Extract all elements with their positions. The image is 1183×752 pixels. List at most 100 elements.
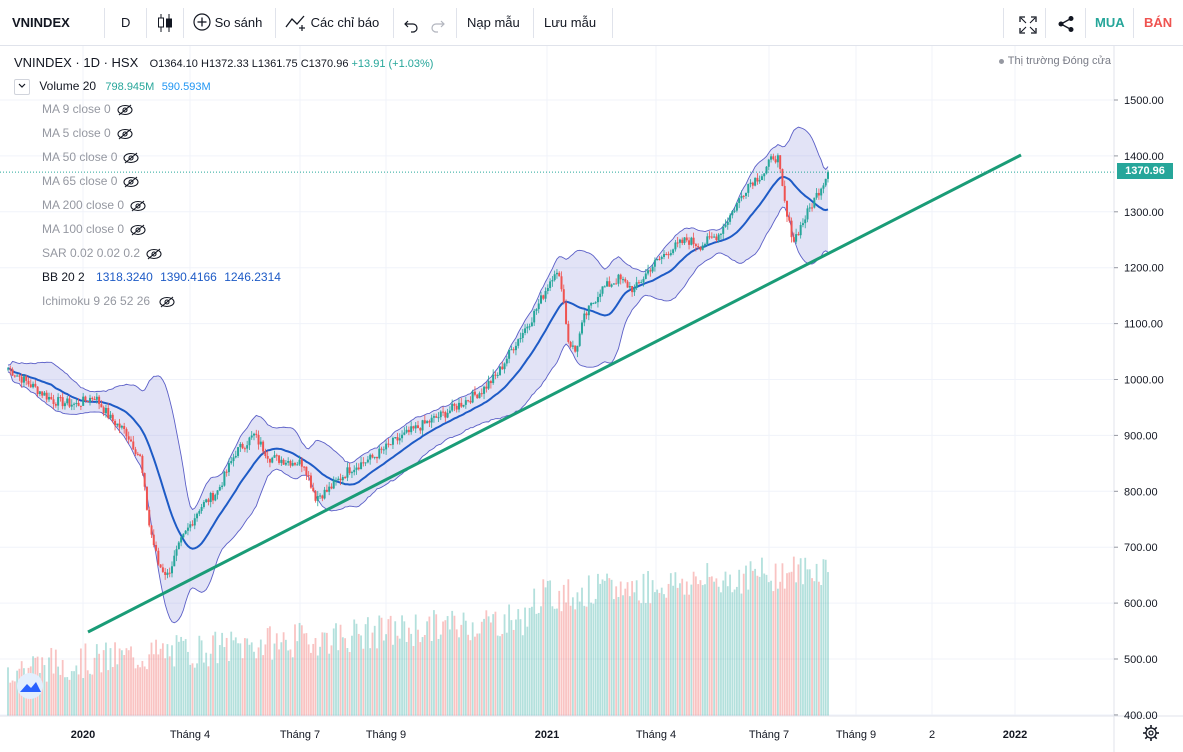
chart-type-button[interactable] — [155, 13, 175, 33]
volume-bar — [410, 633, 413, 716]
eye-crossed-icon[interactable] — [159, 296, 175, 308]
volume-bar — [558, 590, 561, 716]
volume-bar — [111, 667, 114, 716]
candle — [494, 374, 497, 376]
eye-crossed-icon[interactable] — [146, 248, 162, 260]
tradingview-logo-icon — [17, 673, 43, 699]
fullscreen-button[interactable] — [1019, 15, 1037, 34]
volume-bar — [517, 609, 520, 716]
trendline[interactable] — [87, 153, 1022, 634]
candle — [200, 507, 203, 511]
candle — [824, 178, 827, 186]
volume-bar — [802, 584, 804, 716]
indicator-legend[interactable]: SAR 0.02 0.02 0.2 — [42, 244, 162, 262]
compare-button[interactable]: So sánh — [193, 8, 262, 38]
eye-crossed-icon[interactable] — [117, 128, 133, 140]
redo-button[interactable] — [430, 15, 446, 33]
volume-bar — [262, 655, 265, 716]
volume-ma-value: 590.593M — [161, 81, 211, 93]
volume-bar — [701, 585, 704, 716]
candle — [234, 455, 237, 458]
buy-button[interactable]: MUA — [1095, 15, 1125, 30]
close-value: 1370.96 — [308, 58, 349, 70]
volume-bar — [455, 629, 458, 716]
volume-bar — [373, 625, 376, 716]
candle — [38, 391, 41, 395]
volume-bar — [61, 660, 64, 716]
interval-button[interactable]: D — [121, 15, 131, 30]
indicator-legend[interactable]: MA 200 close 0 — [42, 196, 146, 214]
eye-crossed-icon[interactable] — [117, 104, 133, 116]
volume-bar — [824, 559, 827, 716]
indicators-button[interactable]: Các chỉ báo — [285, 8, 379, 38]
indicator-legend[interactable]: MA 100 close 0 — [42, 220, 146, 238]
candle — [608, 281, 611, 287]
volume-bar — [184, 639, 187, 716]
ichimoku-legend[interactable]: Ichimoku 9 26 52 26 — [42, 292, 175, 310]
sell-button[interactable]: BÁN — [1144, 15, 1173, 30]
eye-crossed-icon[interactable] — [130, 224, 146, 236]
volume-bar — [48, 657, 50, 716]
candle — [685, 237, 688, 241]
candle — [487, 381, 490, 389]
volume-bar — [79, 648, 82, 716]
candle — [209, 492, 212, 503]
candle — [11, 369, 14, 376]
share-button[interactable] — [1057, 14, 1075, 32]
indicator-legend[interactable]: MA 5 close 0 — [42, 124, 133, 142]
support-trendline — [87, 153, 1022, 634]
candle — [193, 518, 196, 526]
volume-bar — [307, 644, 310, 716]
eye-crossed-icon[interactable] — [130, 200, 146, 212]
candle — [107, 407, 110, 419]
undo-button[interactable] — [403, 15, 419, 33]
volume-bar — [143, 666, 146, 716]
symbol-search[interactable]: VNINDEX — [12, 15, 70, 30]
indicator-legend[interactable]: MA 9 close 0 — [42, 100, 133, 118]
indicator-label: MA 50 close 0 — [42, 150, 118, 164]
volume-bar — [597, 573, 599, 716]
volume-bar — [612, 599, 615, 716]
indicator-label: MA 9 close 0 — [42, 102, 111, 116]
high-value: 1372.33 — [208, 58, 249, 70]
toolbar-divider — [146, 8, 147, 38]
candle — [808, 207, 811, 209]
volume-bar — [269, 626, 271, 716]
candle — [116, 423, 119, 426]
volume-bar — [786, 573, 788, 716]
volume-legend[interactable]: Volume 20 798.945M 590.593M — [14, 77, 211, 95]
eye-crossed-icon[interactable] — [123, 152, 139, 164]
candle — [617, 274, 620, 284]
bb-legend[interactable]: BB 20 2 1318.3240 1390.4166 1246.2314 — [42, 268, 281, 286]
indicator-legend[interactable]: MA 50 close 0 — [42, 148, 139, 166]
volume-bar — [720, 592, 722, 716]
collapse-toggle[interactable] — [14, 78, 30, 95]
candle — [540, 295, 542, 304]
volume-bar — [533, 588, 536, 716]
volume-bar — [592, 603, 595, 716]
candle — [517, 339, 520, 346]
y-tick-label: 1100.00 — [1124, 319, 1163, 331]
settings-button[interactable] — [1142, 724, 1160, 747]
volume-bar — [672, 585, 675, 716]
load-template-button[interactable]: Nạp mẫu — [467, 15, 520, 30]
volume-bar — [107, 670, 110, 716]
candle — [291, 463, 294, 466]
candle — [738, 198, 741, 203]
volume-bar — [346, 647, 349, 716]
price-chart[interactable]: 1500.00 1400.00 1300.00 1200.00 1100.00 1000.… — [0, 46, 1183, 752]
volume-bar — [542, 579, 545, 716]
main-series-legend[interactable]: VNINDEX · 1D · HSX O1364.10 H1372.33 L13… — [14, 54, 433, 72]
y-tick-label: 800.00 — [1124, 486, 1158, 498]
volume-bar — [601, 579, 604, 716]
volume-bar — [569, 605, 572, 716]
volume-bar — [471, 622, 474, 716]
volume-bar — [282, 632, 285, 716]
candle — [435, 416, 438, 418]
candle — [59, 397, 62, 399]
indicator-legend[interactable]: MA 65 close 0 — [42, 172, 139, 190]
candle — [52, 399, 55, 405]
eye-crossed-icon[interactable] — [123, 176, 139, 188]
save-template-button[interactable]: Lưu mẫu — [544, 15, 597, 30]
volume-bar — [758, 576, 761, 716]
